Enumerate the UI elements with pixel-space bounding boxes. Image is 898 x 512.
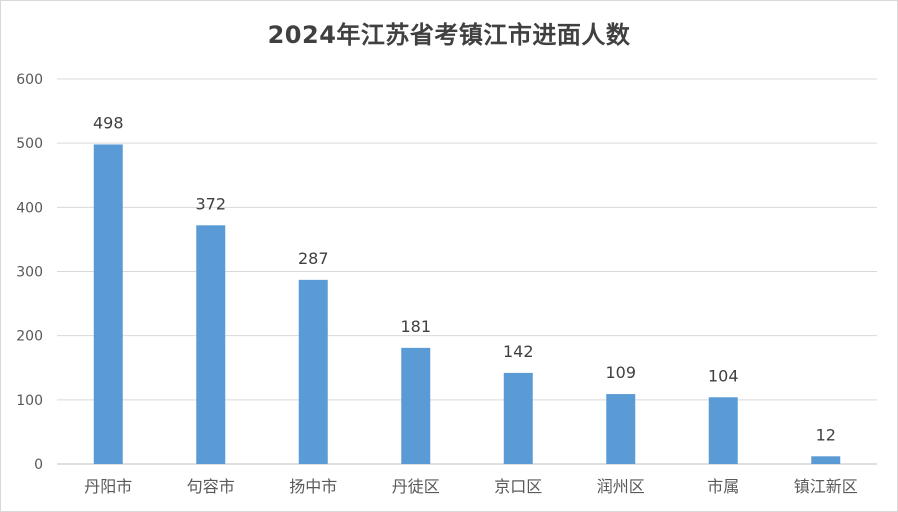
y-tick-label-400: 400 (16, 200, 43, 216)
bar-6 (708, 397, 738, 464)
bar-2 (298, 279, 328, 464)
data-label-3: 181 (400, 317, 431, 336)
data-label-0: 498 (93, 113, 124, 132)
bar-0 (93, 144, 123, 464)
bar-5 (606, 394, 636, 464)
y-tick-label-500: 500 (16, 136, 43, 152)
data-label-5: 109 (605, 363, 636, 382)
bar-7 (811, 456, 841, 464)
data-label-7: 12 (816, 425, 836, 444)
data-label-6: 104 (708, 366, 739, 385)
data-label-1: 372 (195, 194, 226, 213)
x-tick-label-7: 镇江新区 (794, 477, 858, 496)
x-tick-label-0: 丹阳市 (84, 477, 132, 496)
x-tick-label-6: 市属 (707, 477, 739, 496)
y-tick-label-100: 100 (16, 393, 43, 409)
x-tick-label-1: 句容市 (187, 477, 235, 496)
y-tick-label-200: 200 (16, 329, 43, 345)
x-tick-label-4: 京口区 (494, 477, 542, 496)
x-tick-label-2: 扬中市 (289, 477, 337, 496)
data-label-4: 142 (503, 342, 534, 361)
chart-title: 2024年江苏省考镇江市进面人数 (267, 21, 631, 49)
bar-3 (401, 347, 431, 464)
y-tick-label-600: 600 (16, 72, 43, 88)
x-tick-label-5: 润州区 (597, 477, 645, 496)
bar-1 (196, 225, 226, 464)
x-tick-label-3: 丹徒区 (392, 477, 440, 496)
bar-4 (503, 372, 533, 464)
data-label-2: 287 (298, 249, 329, 268)
y-tick-label-0: 0 (34, 457, 43, 473)
y-tick-label-300: 300 (16, 265, 43, 281)
